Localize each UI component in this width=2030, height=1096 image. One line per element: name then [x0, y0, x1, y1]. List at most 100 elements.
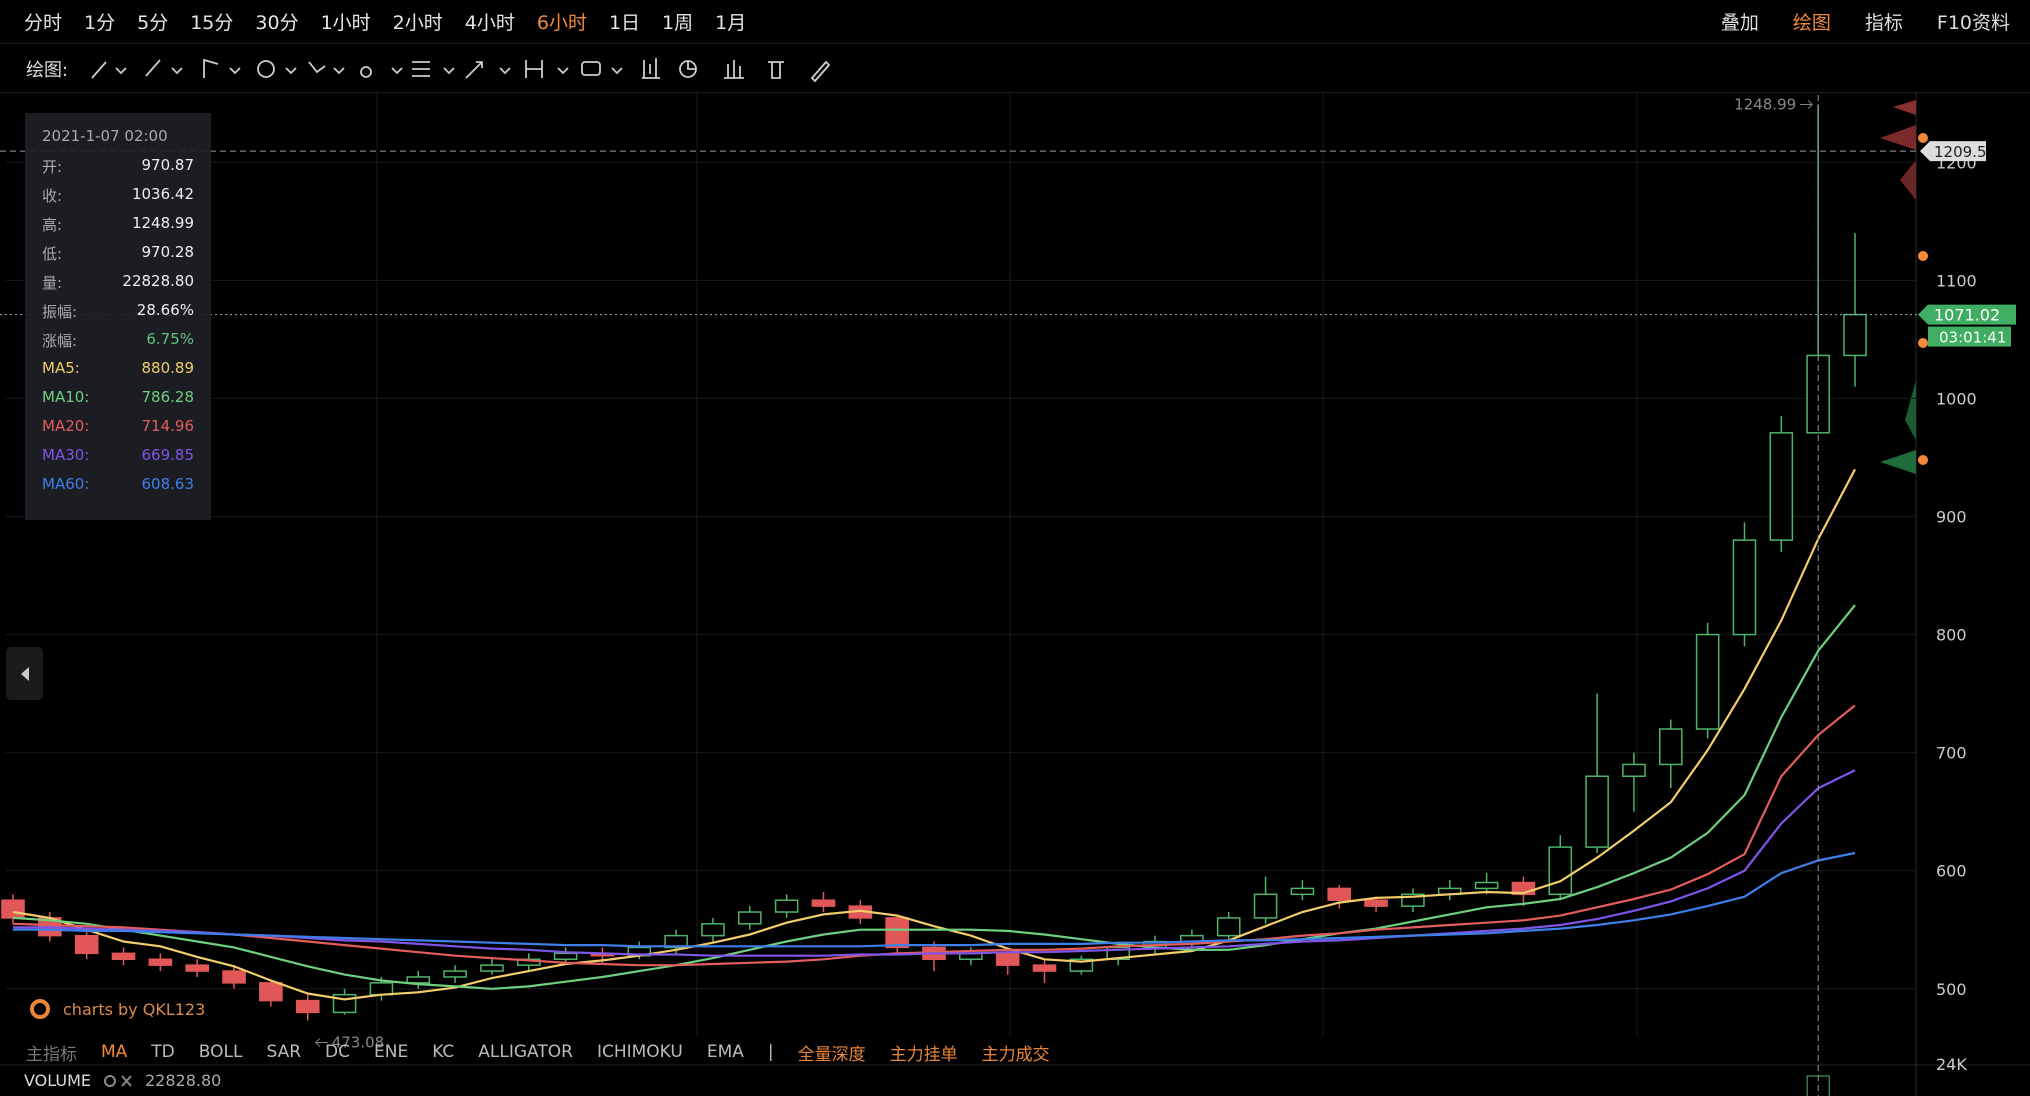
period-tab[interactable]: 1日	[608, 12, 641, 34]
top-toolbar: 分时 1分 5分 15分 30分 1小时 2小时 4小时 6小时 1日 1周 1月 叠加 绘图 指标 F10…	[0, 0, 2030, 44]
candle-body	[1327, 887, 1352, 901]
info-label: MA5:	[42, 359, 80, 377]
action-button[interactable]: F10资料	[1936, 12, 2010, 34]
candle-body	[222, 970, 246, 984]
low-arrow	[315, 1038, 328, 1047]
info-label: 收:	[42, 187, 63, 205]
indicator-tab[interactable]: ENE	[374, 1042, 409, 1062]
info-label: 涨幅:	[42, 332, 78, 350]
indicator-tab[interactable]: SAR	[266, 1042, 302, 1062]
info-row: MA10: 786.28	[42, 388, 194, 406]
info-value: 970.87	[141, 156, 195, 174]
period-tab[interactable]: 5分	[137, 12, 169, 34]
depth-spike	[1880, 125, 1916, 150]
indicator-tab[interactable]: 全量深度	[797, 1044, 866, 1065]
period-tab[interactable]: 30分	[255, 12, 299, 34]
info-value: 1036.42	[131, 185, 194, 203]
candle-body	[1769, 432, 1794, 541]
candle-body	[774, 899, 799, 913]
candle-body	[480, 964, 504, 972]
info-value: 608.63	[141, 475, 195, 493]
info-label: MA60:	[42, 475, 90, 493]
ma-line	[12, 468, 1856, 1001]
candle-body	[885, 917, 909, 949]
volume-label: VOLUME	[24, 1071, 91, 1090]
info-row: 低: 970.28	[42, 243, 194, 264]
info-label: MA10:	[42, 388, 90, 406]
period-tab[interactable]: 1月	[715, 12, 747, 34]
candle-body	[369, 982, 394, 996]
plot-bg	[6, 93, 1916, 1038]
candle-body	[1032, 964, 1057, 972]
y-tick-label: 1100	[1936, 271, 1977, 290]
indicator-tab[interactable]: TD	[151, 1042, 175, 1062]
candle-body	[1216, 917, 1241, 937]
crosshair-price: 1209.5	[1934, 143, 1987, 161]
period-list: 分时 1分 5分 15分 30分 1小时 2小时 4小时 6小时 1日 1周 1月	[24, 8, 768, 35]
high-label: 1248.99	[1734, 95, 1796, 113]
action-button[interactable]: 指标	[1864, 12, 1903, 34]
info-value: 714.96	[141, 417, 195, 435]
indicator-tab[interactable]: MA	[101, 1042, 128, 1062]
logo	[30, 999, 50, 1019]
y-tick-label: 1000	[1936, 389, 1977, 408]
info-panel: 2021-1-07 02:00 开: 970.87 收: 1036.42 高: 1248.…	[25, 113, 211, 520]
period-tab[interactable]: 1小时	[320, 12, 371, 34]
ma-line	[12, 704, 1856, 967]
indicator-tab[interactable]: ALLIGATOR	[478, 1042, 573, 1062]
depth-dot	[1918, 455, 1928, 465]
depth-spike	[1905, 380, 1916, 440]
candle-body	[74, 934, 99, 955]
candle-body	[701, 923, 725, 937]
period-tab[interactable]: 15分	[190, 12, 234, 34]
info-label: 高:	[42, 216, 63, 234]
ma-line	[13, 769, 1856, 957]
indicator-tab[interactable]: 主力成交	[981, 1044, 1050, 1065]
period-tab[interactable]: 2小时	[392, 12, 443, 34]
low-label: 473.08	[332, 1034, 385, 1052]
info-value: 786.28	[141, 388, 195, 406]
candle-body	[1658, 728, 1683, 766]
indicator-tab[interactable]: EMA	[706, 1042, 744, 1062]
info-row: MA60: 608.63	[42, 475, 194, 493]
candle-body	[553, 952, 578, 961]
candle-body	[1474, 881, 1499, 890]
info-label: MA20:	[42, 417, 90, 435]
info-row: MA20: 714.96	[42, 417, 194, 435]
action-button[interactable]: 叠加	[1720, 12, 1759, 34]
ma-line	[12, 604, 1856, 990]
candle-body	[1843, 313, 1867, 357]
info-value: 6.75%	[146, 330, 194, 348]
period-tab[interactable]: 6小时	[536, 12, 587, 34]
volume-icons[interactable]	[103, 1073, 133, 1089]
candle-body	[1585, 775, 1609, 848]
indicator-tab[interactable]: |	[767, 1042, 774, 1062]
info-value: 28.66%	[136, 301, 194, 319]
last-price-box	[1918, 304, 2016, 325]
depth-dot	[1918, 133, 1928, 143]
indicator-tab[interactable]: BOLL	[198, 1042, 243, 1062]
indicator-tab[interactable]: DC	[325, 1042, 350, 1062]
period-tab[interactable]: 4小时	[464, 12, 515, 34]
candle-body	[259, 982, 283, 1002]
info-row: 收: 1036.42	[42, 185, 194, 206]
action-button[interactable]: 绘图	[1792, 12, 1831, 34]
info-row: 量: 22828.80	[42, 272, 194, 293]
info-row: 涨幅: 6.75%	[42, 330, 194, 351]
y-tick-label: 500	[1936, 980, 1967, 999]
y-tick-label: 600	[1936, 862, 1967, 881]
indicator-tab[interactable]: 主力挂单	[889, 1044, 958, 1065]
action-list: 叠加 绘图 指标 F10资料	[1721, 0, 2010, 43]
candle-body	[1695, 633, 1720, 730]
period-tab[interactable]: 分时	[24, 12, 63, 34]
candle-body	[1069, 958, 1094, 972]
period-tab[interactable]: 1分	[84, 12, 116, 34]
indicator-tab: 主指标	[26, 1044, 77, 1065]
indicator-tab[interactable]: ICHIMOKU	[596, 1042, 683, 1062]
indicator-tab[interactable]: KC	[432, 1042, 455, 1062]
volume-bar	[1806, 1075, 1830, 1096]
period-tab[interactable]: 1周	[662, 12, 694, 34]
info-label: MA30:	[42, 446, 90, 464]
